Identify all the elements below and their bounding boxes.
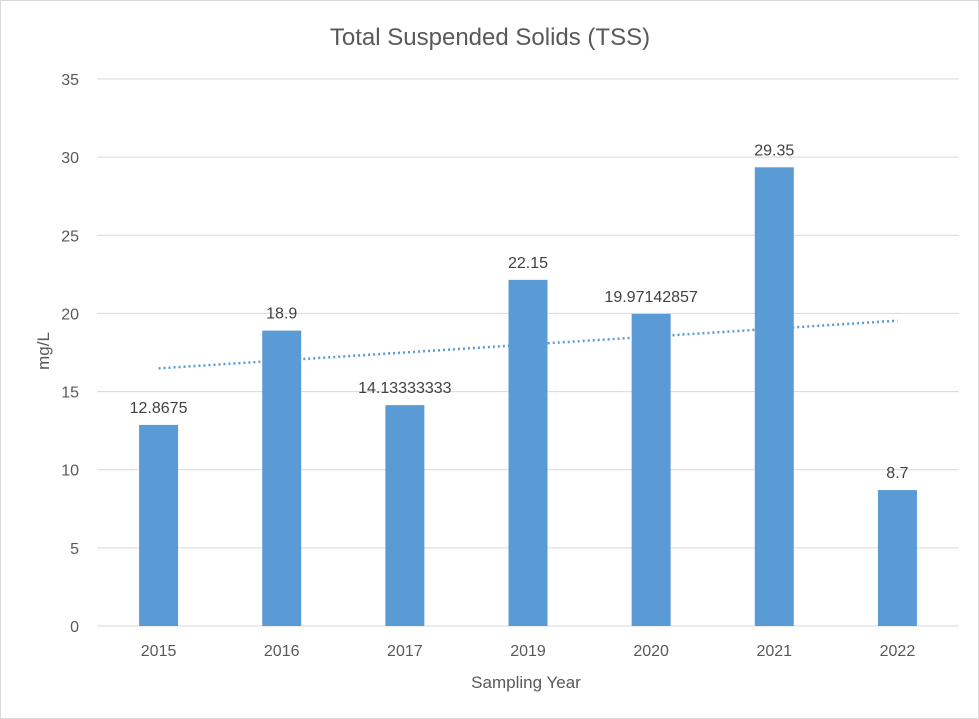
x-tick-label-2017: 2017 bbox=[387, 643, 423, 660]
data-label-2022: 8.7 bbox=[886, 465, 908, 482]
data-label-2016: 18.9 bbox=[266, 306, 297, 323]
data-label-2015: 12.8675 bbox=[130, 400, 188, 417]
y-tick-label: 15 bbox=[61, 385, 79, 402]
x-tick-label-2021: 2021 bbox=[756, 643, 792, 660]
x-axis-title: Sampling Year bbox=[471, 673, 581, 692]
y-tick-label: 0 bbox=[70, 619, 79, 636]
y-tick-label: 25 bbox=[61, 228, 79, 245]
y-tick-label: 5 bbox=[70, 541, 79, 558]
bar-2015 bbox=[139, 424, 179, 626]
bar-2017 bbox=[385, 405, 425, 626]
y-axis-ticks: 0 5 10 15 20 25 30 35 bbox=[61, 72, 79, 636]
y-tick-label: 35 bbox=[61, 72, 79, 89]
y-tick-label: 20 bbox=[61, 306, 79, 323]
x-tick-label-2015: 2015 bbox=[141, 643, 177, 660]
data-label-2017: 14.13333333 bbox=[358, 380, 452, 397]
bar-2020 bbox=[631, 313, 671, 626]
data-label-2020: 19.97142857 bbox=[604, 289, 698, 306]
data-labels: 12.8675 18.9 14.13333333 22.15 19.97142857 29… bbox=[130, 142, 909, 482]
bars bbox=[139, 167, 917, 626]
data-label-2021: 29.35 bbox=[754, 142, 794, 159]
data-label-2019: 22.15 bbox=[508, 255, 548, 272]
y-tick-label: 30 bbox=[61, 150, 79, 167]
x-tick-label-2020: 2020 bbox=[633, 643, 669, 660]
x-axis-ticks: 2015 2016 2017 2019 2020 2021 2022 bbox=[141, 643, 916, 660]
x-tick-label-2019: 2019 bbox=[510, 643, 546, 660]
bar-2022 bbox=[877, 490, 917, 626]
bar-2016 bbox=[262, 330, 302, 626]
trendline-linear bbox=[158, 319, 898, 370]
bar-2019 bbox=[508, 279, 548, 626]
y-tick-label: 10 bbox=[61, 463, 79, 480]
chart-title: Total Suspended Solids (TSS) bbox=[330, 24, 650, 51]
x-tick-label-2022: 2022 bbox=[880, 643, 916, 660]
bar-2021 bbox=[754, 167, 794, 626]
y-axis-title: mg/L bbox=[34, 332, 53, 370]
trendline bbox=[158, 319, 898, 370]
x-tick-label-2016: 2016 bbox=[264, 643, 300, 660]
